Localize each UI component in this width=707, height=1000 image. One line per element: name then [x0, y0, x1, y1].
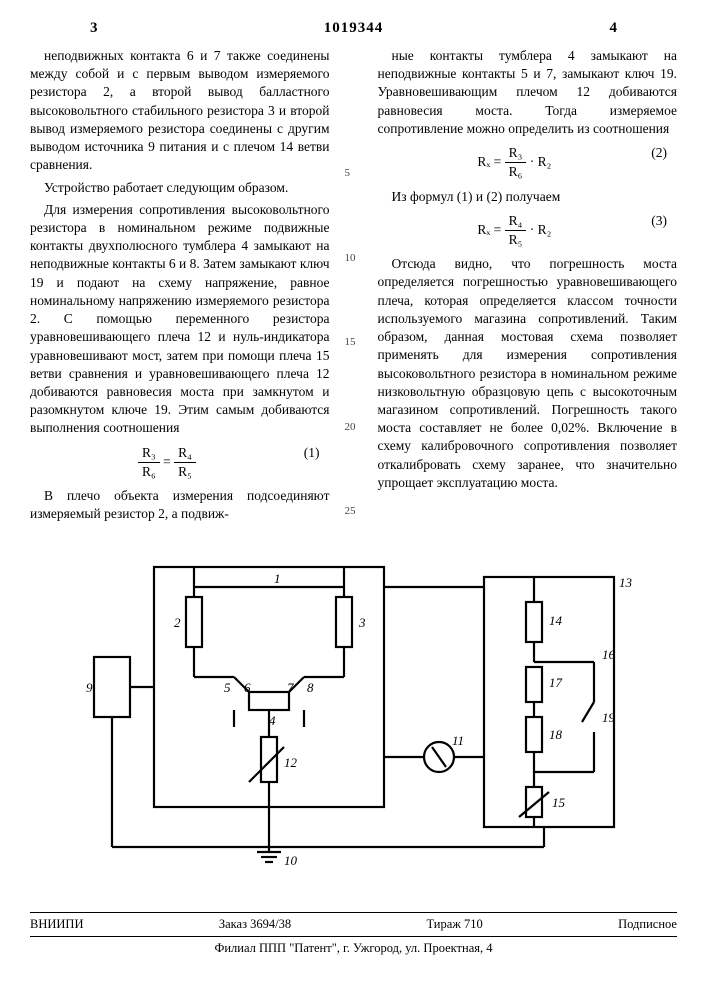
diagram-label: 13: [619, 575, 633, 590]
formula-1: R₃ R₆ = R₄ R₅ (1): [30, 444, 330, 481]
paragraph: ные контакты тумблера 4 замыкают на непо…: [378, 47, 678, 138]
line-number-gutter: 5 10 15 20 25: [345, 47, 363, 527]
diagram-label: 10: [284, 853, 298, 868]
formula-den: R₅: [505, 231, 527, 249]
left-column: неподвижных контакта 6 и 7 также соедине…: [30, 47, 330, 527]
diagram-label: 19: [602, 710, 616, 725]
line-marker: 15: [345, 336, 363, 348]
diagram-label: 12: [284, 755, 298, 770]
diagram-label: 4: [269, 713, 276, 728]
formula-num: R₃: [138, 444, 160, 463]
formula-den: R₆: [505, 163, 527, 181]
footer-branch: Филиал ППП "Патент", г. Ужгород, ул. Про…: [214, 941, 492, 955]
formula-den: R₅: [174, 463, 196, 481]
paragraph: неподвижных контакта 6 и 7 также соедине…: [30, 47, 330, 175]
diagram-label: 9: [86, 680, 93, 695]
formula-num: R₄: [174, 444, 196, 463]
formula-3: Rₓ = R₄ R₅ · R₂ (3): [378, 212, 678, 249]
diagram-label: 6: [244, 680, 251, 695]
footer-order: Заказ 3694/38: [219, 917, 291, 932]
diagram-label: 2: [174, 615, 181, 630]
document-number: 1019344: [324, 20, 384, 37]
equation-number: (3): [651, 212, 667, 230]
footer-tirazh: Тираж 710: [426, 917, 482, 932]
line-marker: 25: [345, 505, 363, 517]
formula-num: R₄: [505, 212, 527, 231]
circuit-diagram: 1 2 3 4 5 6 7 8 9 10 11 12 13 14 15 16 1…: [30, 547, 677, 892]
diagram-label: 14: [549, 613, 563, 628]
line-marker: 10: [345, 252, 363, 264]
circuit-svg: 1 2 3 4 5 6 7 8 9 10 11 12 13 14 15 16 1…: [74, 547, 634, 887]
paragraph: Устройство работает следующим образом.: [30, 179, 330, 197]
diagram-label: 7: [287, 680, 294, 695]
equation-number: (1): [304, 444, 320, 462]
paragraph: Для измерения сопротивления высоковольтн…: [30, 201, 330, 438]
formula-lhs: Rₓ =: [477, 222, 501, 237]
formula-den: R₆: [138, 463, 160, 481]
page-number-left: 3: [90, 20, 98, 37]
footer: ВНИИПИ Заказ 3694/38 Тираж 710 Подписное…: [30, 912, 677, 956]
formula-lhs: Rₓ =: [477, 154, 501, 169]
footer-sign: Подписное: [618, 917, 677, 932]
diagram-label: 16: [602, 647, 616, 662]
right-column: ные контакты тумблера 4 замыкают на непо…: [378, 47, 678, 527]
diagram-label: 8: [307, 680, 314, 695]
diagram-label: 1: [274, 571, 281, 586]
formula-2: Rₓ = R₃ R₆ · R₂ (2): [378, 144, 678, 181]
footer-org: ВНИИПИ: [30, 917, 83, 932]
diagram-label: 5: [224, 680, 231, 695]
diagram-label: 17: [549, 675, 563, 690]
diagram-label: 18: [549, 727, 563, 742]
line-marker: 20: [345, 421, 363, 433]
diagram-label: 3: [358, 615, 366, 630]
formula-tail: · R₂: [530, 222, 552, 237]
line-marker: 5: [345, 167, 363, 179]
paragraph: В плечо объекта измерения подсоединяют и…: [30, 487, 330, 523]
page-number-right: 4: [610, 20, 618, 37]
formula-num: R₃: [505, 144, 527, 163]
paragraph: Отсюда видно, что погрешность моста опре…: [378, 255, 678, 492]
paragraph: Из формул (1) и (2) получаем: [378, 188, 678, 206]
equation-number: (2): [651, 144, 667, 162]
formula-tail: · R₂: [530, 154, 552, 169]
diagram-label: 11: [452, 733, 464, 748]
diagram-label: 15: [552, 795, 566, 810]
